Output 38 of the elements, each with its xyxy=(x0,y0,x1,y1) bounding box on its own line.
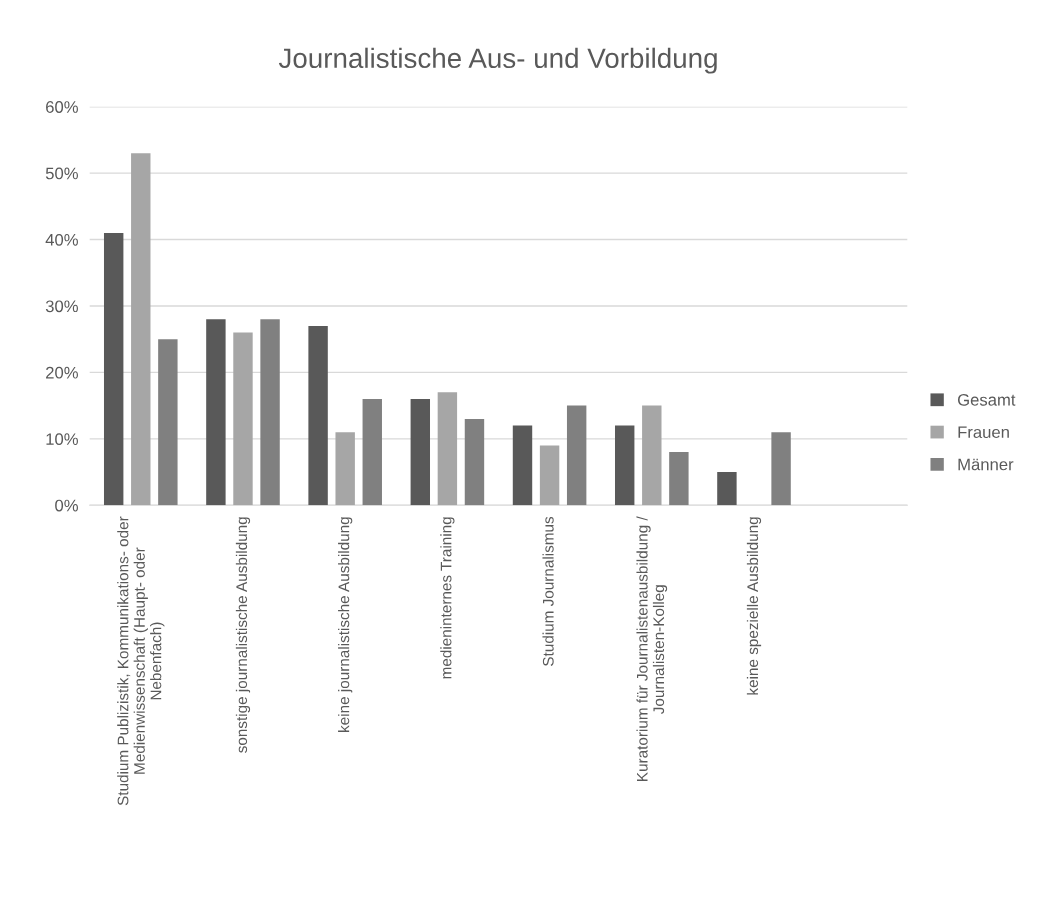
y-tick-label: 40% xyxy=(45,233,78,246)
x-tick-label: Kuratorium für Journalistenausbildung / Journalisten-Kolleg xyxy=(636,516,668,781)
bar xyxy=(103,232,124,506)
bar xyxy=(362,398,382,506)
legend-label: Frauen xyxy=(958,426,1009,439)
bar xyxy=(206,319,226,506)
x-tick-label: Studium Publizistik, Kommunikations- oder Medienwissenschaft (Haupt- oder Nebenfach) xyxy=(117,516,165,806)
x-tick-label: Studium Journalismus xyxy=(542,516,554,666)
chart-title: Journalistische Aus- und Vorbildung xyxy=(278,47,717,74)
x-tick-label: keine spezielle Ausbildung xyxy=(746,517,762,695)
bar xyxy=(615,425,635,506)
bar xyxy=(512,425,533,506)
bar xyxy=(669,452,689,506)
bar xyxy=(131,153,151,506)
y-tick-label: 30% xyxy=(45,300,78,313)
x-tick-label: keine journalistische Ausbildung xyxy=(338,517,353,732)
y-tick-label: 20% xyxy=(46,366,78,379)
bar xyxy=(260,319,280,506)
bar xyxy=(410,398,431,506)
bar xyxy=(437,392,458,506)
x-tick-label: sonstige journalistische Ausbildung xyxy=(235,517,251,753)
legend-label: Gesamt xyxy=(957,393,1016,406)
x-tick-label: medieninternes Training xyxy=(440,517,455,679)
bar xyxy=(771,432,791,506)
bar xyxy=(642,405,662,506)
bar xyxy=(717,472,737,506)
y-tick-label: 50% xyxy=(45,167,78,180)
y-tick-label: 60% xyxy=(46,101,78,113)
y-tick-label: 0% xyxy=(55,499,78,512)
bar xyxy=(335,432,355,506)
bar xyxy=(464,418,485,506)
legend-label: Männer xyxy=(958,458,1014,471)
bar xyxy=(158,339,178,506)
bar xyxy=(566,405,587,506)
bar xyxy=(233,332,253,506)
bar xyxy=(308,325,328,506)
y-tick-label: 10% xyxy=(46,433,78,446)
bar xyxy=(539,445,560,506)
